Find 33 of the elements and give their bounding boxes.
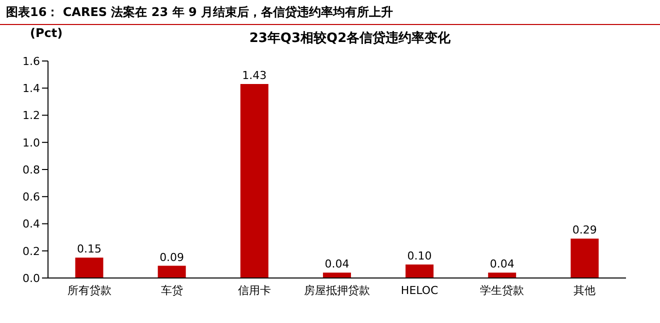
x-tick-label: 房屋抵押贷款 bbox=[304, 284, 370, 297]
bar bbox=[488, 272, 516, 278]
chart-subtitle: 23年Q3相较Q2各信贷违约率变化 bbox=[249, 31, 451, 46]
data-label: 0.04 bbox=[324, 258, 350, 271]
y-tick-label: 0.8 bbox=[22, 163, 40, 176]
bar bbox=[240, 84, 268, 278]
x-tick-label: HELOC bbox=[400, 284, 439, 297]
bar bbox=[406, 264, 434, 278]
y-tick-label: 1.6 bbox=[22, 54, 40, 68]
y-tick-label: 0.2 bbox=[22, 244, 40, 258]
bar bbox=[75, 258, 104, 278]
y-tick-label: 1.0 bbox=[22, 136, 40, 150]
bar bbox=[570, 238, 599, 278]
data-label: 0.04 bbox=[490, 258, 514, 271]
bar bbox=[322, 272, 351, 278]
x-tick-label: 车贷 bbox=[160, 284, 183, 297]
y-tick-label: 1.4 bbox=[22, 82, 40, 96]
x-tick-label: 其他 bbox=[574, 284, 596, 297]
chart-title: 图表16： CARES 法案在 23 年 9 月结束后，各信贷违约率均有所上升 bbox=[0, 0, 660, 25]
x-tick-label: 所有贷款 bbox=[67, 284, 112, 297]
data-label: 0.09 bbox=[160, 250, 184, 264]
y-tick-label: 0.4 bbox=[22, 218, 40, 231]
x-tick-label: 学生贷款 bbox=[480, 284, 524, 297]
y-tick-label: 0.6 bbox=[22, 190, 40, 204]
data-label: 1.43 bbox=[242, 69, 267, 82]
y-axis-title: (Pct) bbox=[30, 26, 63, 40]
data-label: 0.10 bbox=[407, 249, 432, 262]
data-label: 0.29 bbox=[572, 224, 597, 237]
bar bbox=[158, 266, 186, 278]
y-tick-label: 0.0 bbox=[22, 272, 40, 285]
y-tick-label: 1.2 bbox=[22, 109, 40, 122]
x-tick-label: 信用卡 bbox=[238, 284, 271, 297]
data-label: 0.15 bbox=[77, 242, 102, 256]
